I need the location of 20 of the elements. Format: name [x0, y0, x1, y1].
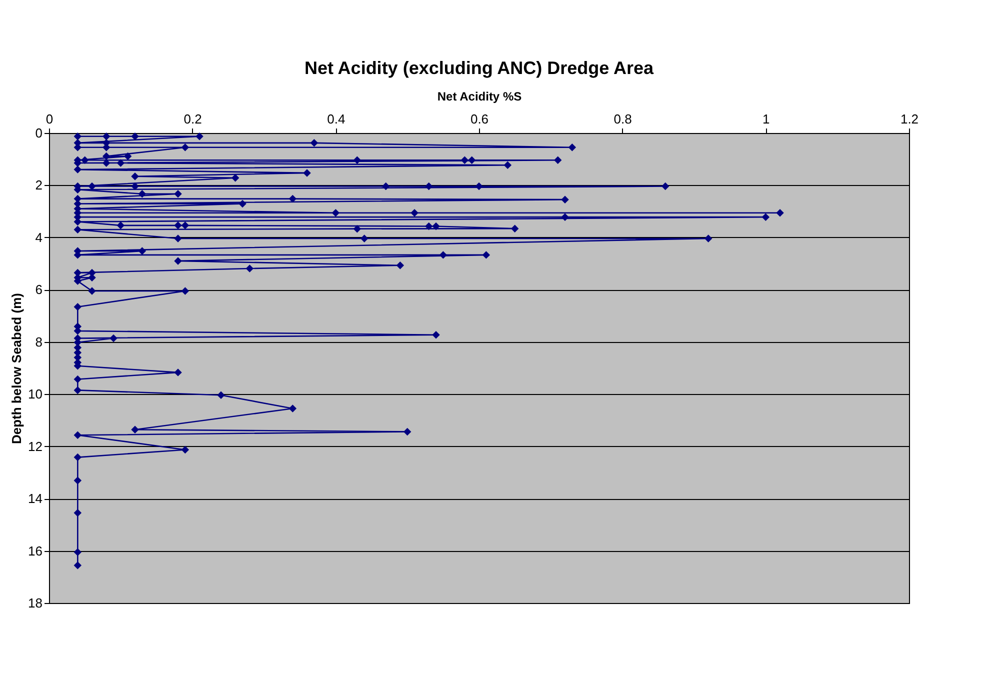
y-tick-label: 4	[35, 230, 42, 245]
x-tick-label: 1	[762, 112, 770, 126]
y-tick-label: 0	[35, 126, 42, 140]
y-tick-label: 2	[35, 178, 42, 193]
x-axis-title: Net Acidity %S	[437, 90, 522, 104]
y-tick-label: 14	[28, 491, 42, 506]
x-tick-label: 0	[46, 112, 54, 126]
x-tick-label: 1.2	[900, 112, 919, 126]
y-tick-label: 10	[28, 386, 42, 402]
y-tick-label: 6	[35, 282, 42, 298]
x-tick-label: 0.6	[470, 112, 489, 126]
x-tick-label: 0.2	[184, 112, 202, 126]
chart-title: Net Acidity (excluding ANC) Dredge Area	[304, 58, 655, 78]
y-axis-title: Depth below Seabed (m)	[9, 293, 24, 444]
x-tick-label: 0.4	[327, 112, 346, 126]
y-tick-label: 18	[28, 596, 42, 610]
x-tick-label: 0.8	[614, 112, 632, 126]
y-tick-label: 16	[28, 543, 42, 558]
y-tick-label: 8	[35, 334, 42, 350]
y-tick-label: 12	[28, 438, 42, 454]
